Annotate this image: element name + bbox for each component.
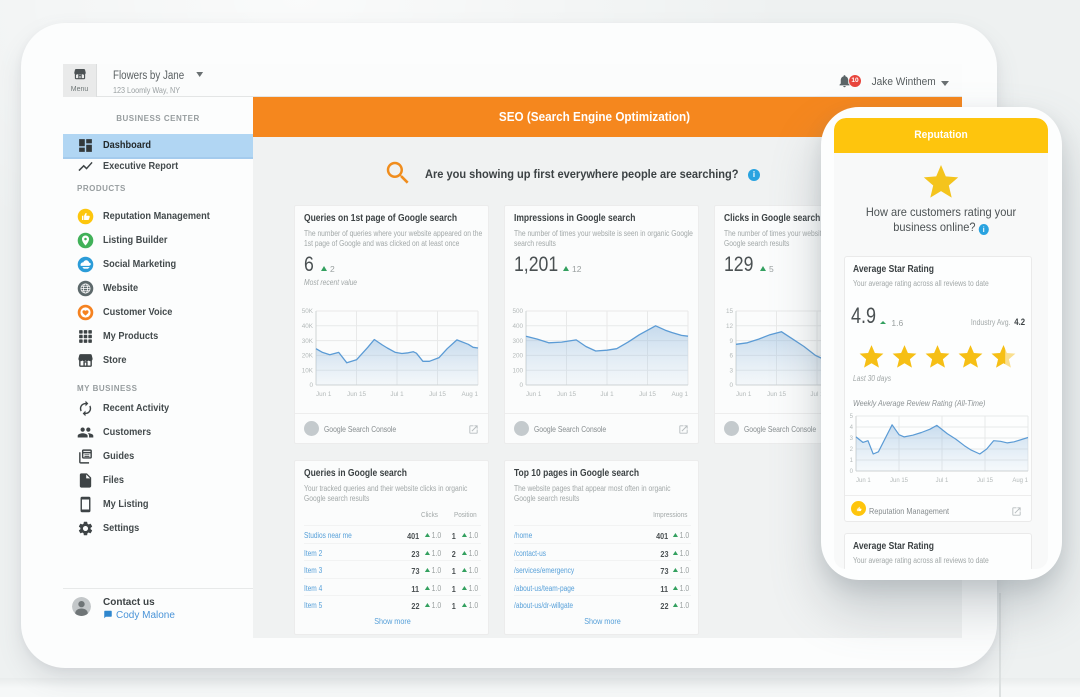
svg-text:500: 500 [512, 308, 523, 315]
svg-text:2: 2 [850, 447, 854, 453]
svg-text:40K: 40K [302, 323, 314, 330]
svg-text:50K: 50K [302, 308, 314, 315]
svg-text:6: 6 [729, 353, 733, 360]
svg-text:100: 100 [512, 367, 523, 374]
svg-text:Jul 1: Jul 1 [936, 478, 949, 484]
svg-text:Jun 1: Jun 1 [526, 391, 542, 398]
svg-text:3: 3 [729, 367, 733, 374]
svg-text:Jul 15: Jul 15 [639, 391, 656, 398]
svg-text:Jun 15: Jun 15 [347, 391, 366, 398]
svg-text:10K: 10K [302, 367, 314, 374]
svg-text:30K: 30K [302, 338, 314, 345]
svg-text:Jun 1: Jun 1 [856, 478, 871, 484]
svg-text:Aug 1: Aug 1 [1012, 478, 1028, 484]
svg-text:0: 0 [850, 469, 854, 475]
svg-text:Jul 15: Jul 15 [977, 478, 994, 484]
svg-text:12: 12 [726, 323, 734, 330]
svg-text:Jun 15: Jun 15 [557, 391, 576, 398]
svg-text:9: 9 [729, 338, 733, 345]
svg-text:Jun 15: Jun 15 [890, 478, 909, 484]
svg-text:Jul 1: Jul 1 [390, 391, 404, 398]
svg-text:300: 300 [512, 338, 523, 345]
svg-text:4: 4 [850, 425, 854, 431]
svg-text:5: 5 [850, 414, 854, 420]
svg-text:Jun 15: Jun 15 [767, 391, 786, 398]
svg-text:400: 400 [512, 323, 523, 330]
svg-text:15: 15 [726, 308, 734, 315]
svg-text:Jun 1: Jun 1 [316, 391, 332, 398]
svg-text:Jul 1: Jul 1 [600, 391, 614, 398]
svg-text:1: 1 [850, 458, 854, 464]
svg-text:3: 3 [850, 436, 854, 442]
svg-text:Jul 15: Jul 15 [429, 391, 446, 398]
svg-text:0: 0 [519, 382, 523, 389]
svg-text:0: 0 [729, 382, 733, 389]
svg-text:0: 0 [309, 382, 313, 389]
svg-text:Aug 1: Aug 1 [462, 391, 479, 398]
svg-text:20K: 20K [302, 353, 314, 360]
svg-text:200: 200 [512, 353, 523, 360]
svg-text:Jul 1: Jul 1 [810, 391, 824, 398]
svg-text:Aug 1: Aug 1 [672, 391, 689, 398]
svg-text:Jun 1: Jun 1 [736, 391, 752, 398]
